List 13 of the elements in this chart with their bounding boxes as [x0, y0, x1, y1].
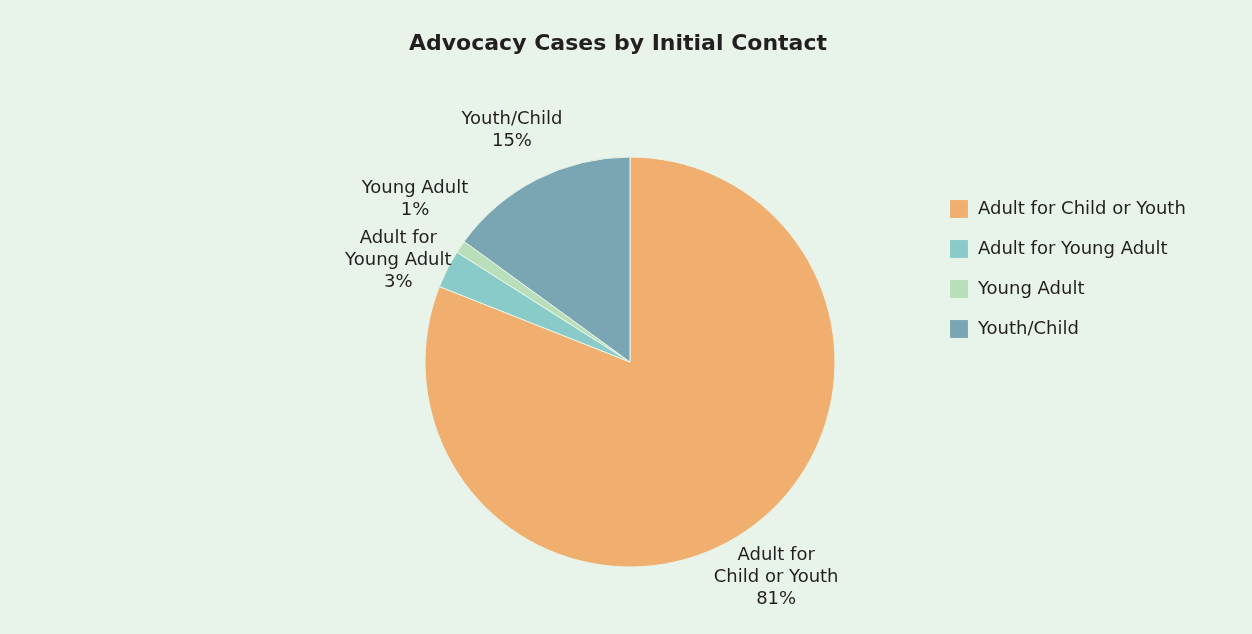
legend-label: Young Adult	[977, 277, 1085, 298]
slice-label: Adult for Young Adult	[344, 226, 452, 270]
data-label: 1%	[400, 198, 430, 220]
slice-label: Young Adult	[360, 176, 469, 198]
slice-label: Adult for Child or Youth	[713, 543, 839, 587]
chart-title: Advocacy Cases by Initial Contact	[409, 30, 828, 55]
legend-label: Youth/Child	[977, 317, 1079, 338]
legend-label: Adult for Child or Youth	[978, 197, 1186, 218]
data-label: 3%	[384, 270, 413, 292]
slice-label: Youth/Child	[460, 107, 563, 129]
data-label: 81%	[756, 587, 797, 609]
data-label: 15%	[491, 129, 532, 151]
legend-label: Adult for Young Adult	[978, 237, 1168, 258]
